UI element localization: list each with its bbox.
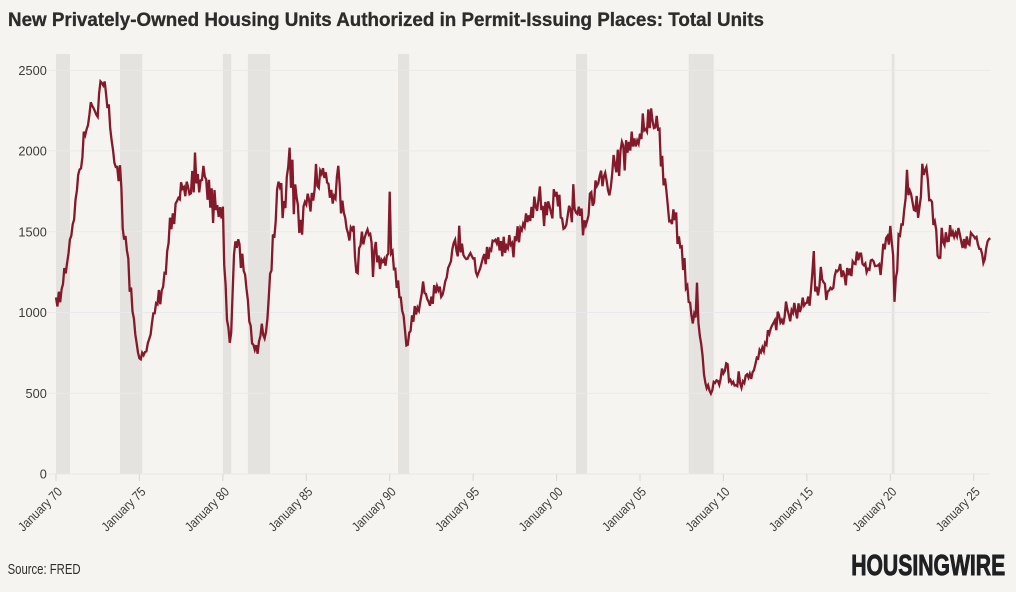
svg-text:Source: FRED: Source: FRED [8,561,81,578]
svg-text:2000: 2000 [18,144,46,159]
svg-text:HOUSINGWIRE: HOUSINGWIRE [851,550,1005,582]
svg-text:1500: 1500 [18,224,46,239]
svg-text:1000: 1000 [18,305,46,320]
svg-text:500: 500 [26,386,47,401]
svg-text:2500: 2500 [18,63,46,78]
svg-text:0: 0 [40,467,47,482]
svg-text:New Privately-Owned Housing Un: New Privately-Owned Housing Units Author… [8,10,764,31]
